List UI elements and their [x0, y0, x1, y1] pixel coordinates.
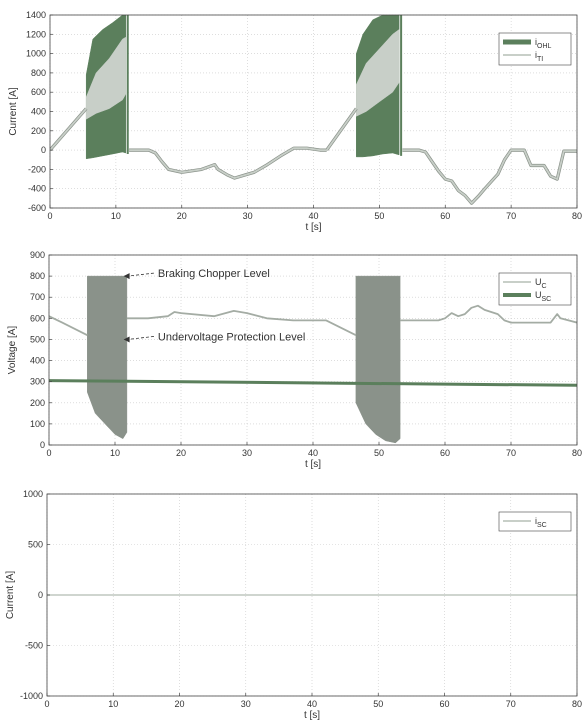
x-tick-label: 60 [440, 211, 450, 221]
series-band-U_C_band [87, 275, 128, 440]
series-band-i_TI_band [356, 29, 400, 117]
annotation-arrowhead [123, 336, 130, 343]
data-layer [49, 275, 577, 444]
plot-area [49, 255, 577, 445]
x-tick-label: 70 [506, 699, 516, 709]
x-tick-label: 40 [307, 699, 317, 709]
legend-label: iTI [535, 50, 543, 63]
series-line-U_C [400, 304, 577, 324]
annotation-label: Braking Chopper Level [158, 268, 270, 280]
y-tick-label: 500 [30, 334, 45, 344]
y-tick-label: -200 [28, 164, 46, 174]
x-tick-label: 80 [572, 448, 582, 458]
series-line-i_TI [402, 149, 577, 205]
voltage-chart-panel: 0 10 20 30 40 50 60 70 8001002003004005006007008… [7, 250, 582, 470]
legend-box [498, 32, 572, 66]
y-tick-label: -1000 [20, 691, 43, 701]
x-tick-label: 0 [47, 211, 52, 221]
y-tick-label: 1000 [23, 489, 43, 499]
y-tick-label: 200 [31, 126, 46, 136]
legend-label: iSC [535, 516, 547, 529]
legend: iSC [498, 511, 572, 532]
y-tick-label: 400 [31, 107, 46, 117]
x-tick-label: 40 [308, 448, 318, 458]
series-line-U_C [49, 315, 88, 337]
series-band-U_C_band [355, 275, 401, 444]
annotation-leader [127, 272, 154, 277]
y-tick-label: 100 [30, 419, 45, 429]
y-tick-label: 0 [41, 145, 46, 155]
x-tick-label: 70 [506, 448, 516, 458]
series-line-i_TI [50, 108, 87, 151]
y-tick-label: -500 [25, 641, 43, 651]
series-line-i_TI [129, 147, 327, 180]
x-tick-label: 60 [440, 448, 450, 458]
x-tick-label: 30 [243, 211, 253, 221]
x-tick-label: 50 [374, 448, 384, 458]
x-tick-label: 30 [241, 699, 251, 709]
x-tick-label: 10 [108, 699, 118, 709]
y-tick-label: 800 [31, 68, 46, 78]
sc-current-chart-panel: 0 10 20 30 40 50 60 70 80 -1000 -500 0 500 1000 t [s] C… [5, 489, 582, 721]
y-tick-label: 900 [30, 250, 45, 260]
legend-label-subscript: SC [537, 522, 547, 529]
series-band-i_TI_band [85, 36, 127, 120]
y-tick-label: 600 [30, 313, 45, 323]
legend-label: UC [535, 277, 547, 290]
annotation-leader [127, 336, 154, 340]
annotation-label: Undervoltage Protection Level [158, 331, 305, 343]
x-tick-label: 0 [46, 448, 51, 458]
legend-box [498, 511, 572, 532]
series-line-i_TI [325, 108, 358, 151]
y-tick-label: 1000 [26, 49, 46, 59]
y-axis-label: Current [A] [8, 87, 19, 136]
current-chart-panel: 0 10 20 30 40 50 60 70 80 -600 -400 -200 0 200 400 600 8… [8, 10, 582, 233]
y-axis-label: Current [A] [5, 571, 16, 620]
y-tick-label: 300 [30, 377, 45, 387]
y-tick-label: 0 [38, 590, 43, 600]
legend-label-subscript: TI [537, 56, 543, 63]
series-line-U_C [126, 309, 357, 337]
y-tick-label: 1400 [26, 10, 46, 20]
y-tick-label: 1200 [26, 29, 46, 39]
annotation-arrowhead [123, 273, 130, 280]
legend-box [498, 272, 572, 306]
x-tick-label: 10 [110, 448, 120, 458]
x-tick-label: 20 [177, 211, 187, 221]
x-axis-label: t [s] [304, 710, 320, 721]
x-tick-label: 50 [373, 699, 383, 709]
x-axis-label: t [s] [305, 459, 321, 470]
x-axis-label: t [s] [305, 222, 321, 233]
x-tick-label: 30 [242, 448, 252, 458]
y-tick-label: 500 [28, 540, 43, 550]
y-axis-label: Voltage [A] [7, 326, 18, 375]
y-tick-label: 0 [40, 440, 45, 450]
x-tick-label: 20 [176, 448, 186, 458]
x-tick-label: 80 [572, 211, 582, 221]
x-tick-label: 10 [111, 211, 121, 221]
legend-label-subscript: OHL [537, 43, 552, 50]
x-tick-label: 0 [44, 699, 49, 709]
x-tick-label: 20 [174, 699, 184, 709]
y-tick-label: -600 [28, 203, 46, 213]
x-tick-label: 80 [572, 699, 582, 709]
y-tick-label: -400 [28, 184, 46, 194]
y-tick-label: 800 [30, 271, 45, 281]
series-line-U_SC [49, 379, 577, 387]
legend-label-subscript: SC [542, 296, 552, 303]
y-tick-label: 200 [30, 398, 45, 408]
x-tick-label: 40 [308, 211, 318, 221]
x-tick-label: 50 [374, 211, 384, 221]
legend-label-subscript: C [542, 283, 547, 290]
data-layer [50, 15, 577, 205]
x-tick-label: 70 [506, 211, 516, 221]
y-tick-label: 700 [30, 292, 45, 302]
y-tick-label: 400 [30, 356, 45, 366]
x-tick-label: 60 [439, 699, 449, 709]
y-tick-label: 600 [31, 87, 46, 97]
